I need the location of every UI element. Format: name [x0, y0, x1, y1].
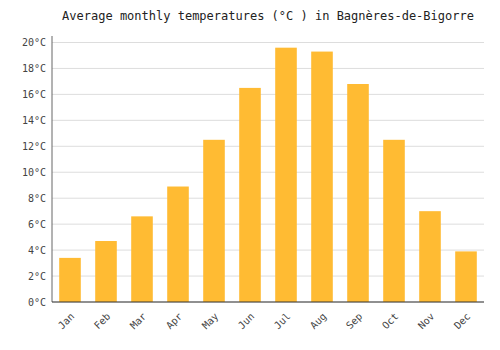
- x-tick-label: Feb: [92, 311, 113, 332]
- grid-line: [52, 68, 484, 69]
- x-tick-label: Sep: [344, 311, 365, 332]
- x-tick-label: Apr: [164, 311, 185, 332]
- y-tick-label: 12°C: [22, 141, 46, 152]
- y-tick-label: 10°C: [22, 167, 46, 178]
- x-axis-line: [52, 302, 484, 303]
- bar: [419, 211, 441, 302]
- y-tick-label: 18°C: [22, 63, 46, 74]
- y-tick-label: 4°C: [28, 245, 46, 256]
- x-tick-label: Nov: [416, 311, 437, 332]
- x-tick-label: Mar: [128, 311, 149, 332]
- x-tick-label: May: [200, 311, 221, 332]
- bar: [131, 216, 153, 302]
- y-tick-label: 0°C: [28, 297, 46, 308]
- chart-container: Average monthly temperatures (°C ) in Ba…: [0, 0, 500, 350]
- bar: [455, 251, 477, 302]
- grid-line: [52, 172, 484, 173]
- bar: [311, 52, 333, 302]
- x-tick-label: Jan: [56, 311, 77, 332]
- bar: [95, 241, 117, 302]
- y-tick-label: 6°C: [28, 219, 46, 230]
- bar: [167, 187, 189, 302]
- grid-line: [52, 120, 484, 121]
- x-tick-label: Dec: [452, 311, 473, 332]
- y-tick-label: 14°C: [22, 115, 46, 126]
- y-tick-label: 20°C: [22, 37, 46, 48]
- chart-svg: Average monthly temperatures (°C ) in Ba…: [0, 0, 500, 350]
- grid-line: [52, 42, 484, 43]
- bar: [347, 84, 369, 302]
- y-axis-line: [52, 36, 53, 302]
- grid-line: [52, 146, 484, 147]
- bar: [203, 140, 225, 302]
- y-tick-label: 2°C: [28, 271, 46, 282]
- x-tick-label: Oct: [380, 311, 401, 332]
- bar: [239, 88, 261, 302]
- grid-line: [52, 302, 484, 303]
- grid-line: [52, 198, 484, 199]
- bar: [383, 140, 405, 302]
- bars: [59, 48, 477, 302]
- x-tick-label: Jul: [272, 311, 293, 332]
- chart-title: Average monthly temperatures (°C ) in Ba…: [62, 9, 474, 23]
- bar: [275, 48, 297, 302]
- grid-line: [52, 94, 484, 95]
- x-tick-label: Jun: [236, 311, 257, 332]
- x-tick-label: Aug: [308, 311, 329, 332]
- y-tick-label: 8°C: [28, 193, 46, 204]
- y-tick-label: 16°C: [22, 89, 46, 100]
- bar: [59, 258, 81, 302]
